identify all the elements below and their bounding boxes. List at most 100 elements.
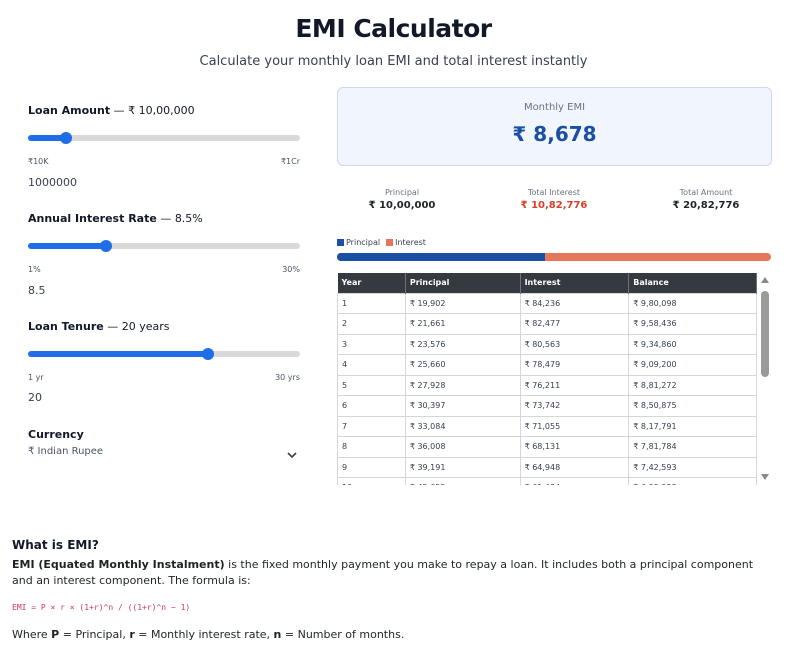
breakup-legend: Principal Interest [337, 238, 426, 247]
table-row: 5 ₹ 27,928 ₹ 76,211 ₹ 8,81,272 [337, 374, 757, 396]
interest-rate-min: 1% [28, 265, 41, 274]
cell-year: 7 [337, 415, 406, 437]
header-principal: Principal [405, 273, 521, 293]
def-p: = Principal, [59, 628, 130, 641]
cell-year: 10 [337, 477, 406, 485]
loan-tenure-label: Loan Tenure — 20 years [28, 320, 169, 333]
cell-balance: ₹ 9,09,200 [628, 354, 757, 376]
cell-balance: ₹ 9,34,860 [628, 333, 757, 355]
cell-balance: ₹ 8,17,791 [628, 415, 757, 437]
cell-balance: ₹ 8,50,875 [628, 395, 757, 417]
table-header-row: Year Principal Interest Balance [337, 273, 757, 293]
cell-interest: ₹ 82,477 [519, 313, 630, 335]
loan-amount-slider[interactable] [28, 132, 300, 144]
total-interest-summary: Total Interest ₹ 10,82,776 [490, 188, 618, 211]
info-term: EMI (Equated Monthly Instalment) [12, 558, 225, 571]
emi-formula: EMI = P × r × (1+r)^n / ((1+r)^n − 1) [12, 603, 191, 612]
table-row: 7 ₹ 33,084 ₹ 71,055 ₹ 8,17,791 [337, 415, 757, 437]
scrollbar-thumb[interactable] [761, 291, 769, 377]
scroll-up-arrow-icon[interactable] [761, 277, 769, 283]
table-row: 1 ₹ 19,902 ₹ 84,236 ₹ 9,80,098 [337, 292, 757, 314]
loan-tenure-slider[interactable] [28, 348, 300, 360]
symbol-p: P [51, 628, 60, 641]
cell-interest: ₹ 78,479 [519, 354, 630, 376]
scroll-down-arrow-icon[interactable] [761, 474, 769, 480]
cell-principal: ₹ 33,084 [404, 415, 521, 437]
breakup-bar-principal [337, 253, 546, 261]
where-prefix: Where [12, 628, 52, 641]
loan-amount-input[interactable]: 1000000 [28, 176, 77, 189]
slider-thumb[interactable] [99, 240, 112, 252]
loan-tenure-input[interactable]: 20 [28, 391, 42, 404]
slider-thumb[interactable] [201, 348, 214, 360]
slider-track [28, 243, 300, 249]
interest-rate-slider[interactable] [28, 240, 300, 252]
table-row: 6 ₹ 30,397 ₹ 73,742 ₹ 8,50,875 [337, 395, 757, 417]
info-body: EMI (Equated Monthly Instalment) is the … [12, 557, 772, 589]
page-title: EMI Calculator [295, 14, 492, 43]
cell-balance: ₹ 9,80,098 [628, 292, 757, 314]
amortization-table: Year Principal Interest Balance 1 ₹ 19,90… [337, 273, 757, 485]
interest-rate-display: 8.5% [174, 212, 203, 225]
breakup-bar [337, 253, 771, 261]
interest-rate-label: Annual Interest Rate — 8.5% [28, 212, 203, 225]
legend-principal: Principal [337, 238, 380, 247]
loan-amount-display: ₹ 10,00,000 [128, 104, 195, 117]
cell-principal: ₹ 27,928 [404, 374, 521, 396]
cell-year: 3 [337, 333, 406, 355]
cell-interest: ₹ 61,484 [519, 477, 630, 485]
loan-amount-min: ₹10K [28, 157, 49, 166]
slider-fill [28, 243, 106, 249]
amortization-table-container[interactable]: Year Principal Interest Balance 1 ₹ 19,90… [337, 273, 757, 485]
interest-rate-separator: — [156, 212, 175, 225]
cell-interest: ₹ 64,948 [519, 456, 630, 478]
cell-interest: ₹ 84,236 [519, 292, 630, 314]
cell-principal: ₹ 42,655 [404, 477, 521, 485]
total-interest-label: Total Interest [527, 188, 581, 197]
cell-principal: ₹ 23,576 [404, 333, 521, 355]
header-interest: Interest [520, 273, 630, 293]
cell-principal: ₹ 30,397 [404, 395, 521, 417]
info-description: is the fixed monthly payment you make to… [12, 558, 754, 587]
table-row: 2 ₹ 21,661 ₹ 82,477 ₹ 9,58,436 [337, 313, 757, 335]
interest-rate-title: Annual Interest Rate [28, 212, 157, 225]
loan-amount-separator: — [110, 104, 129, 117]
table-body: 1 ₹ 19,902 ₹ 84,236 ₹ 9,80,098 2 ₹ 21,661 ₹ 82… [337, 292, 757, 485]
def-r: = Monthly interest rate, [134, 628, 274, 641]
table-scrollbar[interactable] [759, 273, 771, 485]
cell-principal: ₹ 21,661 [404, 313, 521, 335]
cell-year: 2 [337, 313, 406, 335]
loan-tenure-display: 20 years [121, 320, 170, 333]
emi-label: Monthly EMI [523, 102, 586, 113]
cell-interest: ₹ 71,055 [519, 415, 630, 437]
slider-thumb[interactable] [60, 132, 73, 144]
header-balance: Balance [628, 273, 757, 293]
chevron-down-icon [287, 452, 297, 459]
cell-year: 4 [337, 354, 406, 376]
info-title: What is EMI? [12, 538, 99, 552]
loan-tenure-separator: — [103, 320, 122, 333]
currency-select[interactable]: ₹ Indian Rupee [28, 446, 300, 466]
cell-year: 6 [337, 395, 406, 417]
principal-summary: Principal ₹ 10,00,000 [340, 188, 464, 211]
emi-value: ₹ 8,678 [512, 122, 597, 146]
total-interest-value: ₹ 10,82,776 [520, 200, 588, 211]
interest-rate-max: 30% [282, 265, 300, 274]
table-row: 8 ₹ 36,008 ₹ 68,131 ₹ 7,81,784 [337, 436, 757, 458]
table-row: 9 ₹ 39,191 ₹ 64,948 ₹ 7,42,593 [337, 456, 757, 478]
cell-principal: ₹ 19,902 [404, 292, 521, 314]
cell-balance: ₹ 8,81,272 [628, 374, 757, 396]
symbol-n: n [273, 628, 282, 641]
total-amount-label: Total Amount [679, 188, 733, 197]
interest-rate-input[interactable]: 8.5 [28, 284, 46, 297]
cell-balance: ₹ 6,99,938 [628, 477, 757, 485]
slider-fill [28, 135, 67, 141]
cell-balance: ₹ 7,42,593 [628, 456, 757, 478]
slider-track [28, 135, 300, 141]
loan-amount-max: ₹1Cr [280, 157, 300, 166]
table-row: 4 ₹ 25,660 ₹ 78,479 ₹ 9,09,200 [337, 354, 757, 376]
legend-principal-label: Principal [346, 238, 381, 247]
principal-summary-label: Principal [384, 188, 420, 197]
loan-tenure-min: 1 yr [28, 373, 44, 382]
total-amount-summary: Total Amount ₹ 20,82,776 [642, 188, 770, 211]
